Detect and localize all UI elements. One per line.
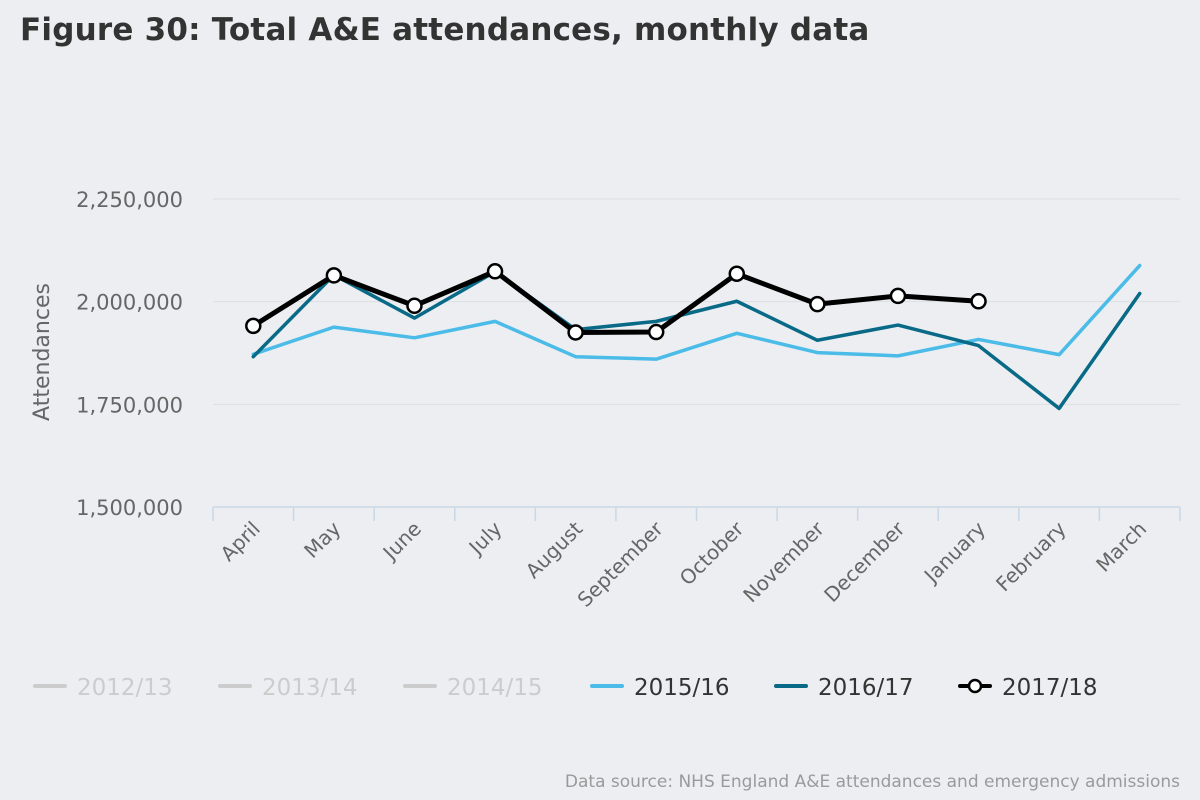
data-point-2017-18 [325,267,343,284]
data-point-2017-18 [567,324,584,341]
series-line-2016-17 [251,269,1142,411]
data-point-2017-18 [406,297,423,315]
data-source-note: Data source: NHS England A&E attendances… [564,772,1180,792]
plot-area [245,263,1142,411]
data-point-2017-18 [889,287,907,305]
y-axis: 1,500,000 1,750,000 2,000,000 2,250,000 [76,188,183,520]
x-tick-label: January [918,516,990,588]
x-tick-label: April [216,517,265,566]
legend-marker [967,678,983,694]
x-tick-label: May [299,516,345,562]
legend: 2012/13 2013/14 2014/15 2015/16 2016/17 2017/… [33,675,1098,701]
data-point-2017-18 [970,293,987,310]
x-tick-label: March [1091,517,1151,577]
legend-label: 2012/13 [77,675,173,701]
chart-title: Figure 30: Total A&E attendances, monthl… [20,12,870,48]
x-tick-label: October [675,516,749,590]
legend-label: 2017/18 [1002,675,1098,701]
x-tick-label: November [738,516,829,607]
legend-label: 2016/17 [818,675,914,701]
x-tick-label: February [991,516,1071,596]
x-tick-label: September [573,516,669,612]
y-axis-label: Attendances [30,283,55,421]
y-tick-label: 2,250,000 [76,188,183,212]
series-line-2015-16 [251,263,1142,361]
data-point-2017-18 [809,295,826,313]
data-point-2017-18 [647,323,665,341]
y-tick-label: 1,750,000 [76,393,183,417]
x-tick-label: June [377,517,426,566]
legend-label: 2014/15 [447,675,543,701]
series-line-2017-18 [250,268,982,335]
data-point-2017-18 [486,263,504,280]
y-tick-label: 1,500,000 [76,496,183,520]
y-tick-label: 2,000,000 [76,291,183,315]
x-tick-label: December [819,516,910,607]
data-point-2017-18 [728,265,746,282]
legend-label: 2015/16 [634,675,730,701]
x-tick-label: August [521,516,588,583]
x-tick-label: July [463,516,507,560]
legend-label: 2013/14 [262,675,358,701]
data-point-2017-18 [245,317,262,335]
